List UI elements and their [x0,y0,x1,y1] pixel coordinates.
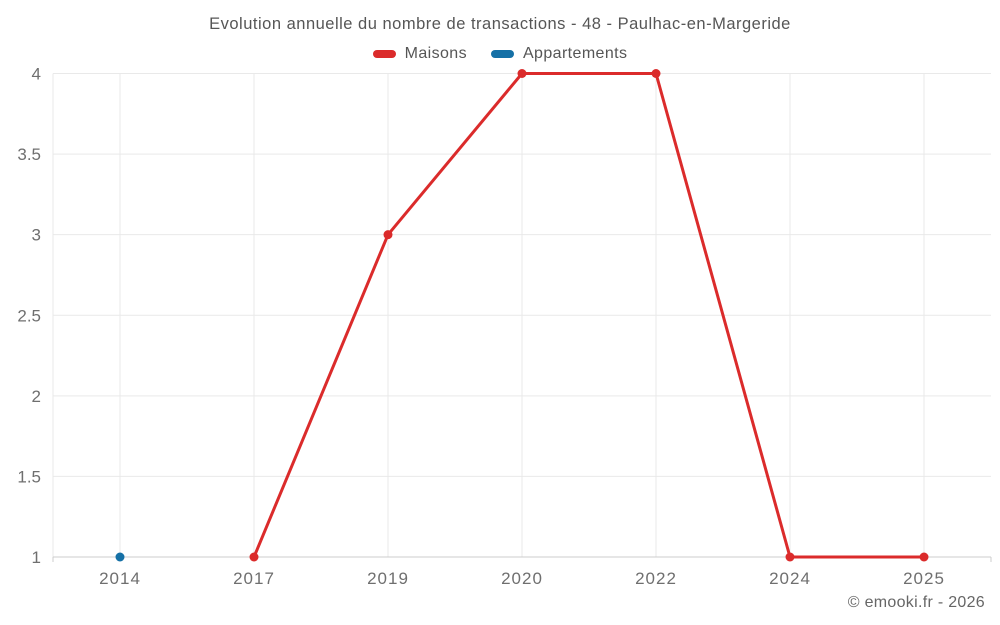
x-axis-tick-label: 2025 [903,569,945,588]
data-point-maisons[interactable] [249,552,259,562]
x-axis-tick-label: 2024 [769,569,811,588]
data-point-maisons[interactable] [919,552,929,562]
x-axis-tick-label: 2022 [635,569,677,588]
y-axis-tick-label: 4 [32,65,41,84]
legend-label-appartements: Appartements [522,45,628,62]
x-axis-tick-label: 2019 [367,569,409,588]
x-axis-tick-label: 2020 [501,569,543,588]
chart-title: Evolution annuelle du nombre de transact… [209,15,791,33]
data-point-maisons[interactable] [651,69,661,78]
legend: Maisons Appartements [0,45,1000,63]
appartements-legend-swatch-icon [490,50,514,58]
x-axis-tick-label: 2017 [233,569,275,588]
data-point-maisons[interactable] [383,230,393,240]
legend-item-appartements[interactable]: Appartements [490,45,628,63]
y-axis-tick-label: 3.5 [17,145,41,164]
copyright-text: © emooki.fr - 2026 [847,594,985,611]
maisons-legend-swatch-icon [372,50,396,58]
data-point-maisons[interactable] [785,552,795,562]
legend-item-maisons[interactable]: Maisons [372,45,467,63]
data-point-maisons[interactable] [517,69,527,78]
y-axis-tick-label: 2 [32,387,41,406]
data-point-appartements[interactable] [115,552,125,562]
y-axis-tick-label: 1 [32,548,41,567]
y-axis-tick-label: 3 [32,226,41,245]
y-axis-tick-label: 1.5 [17,467,41,486]
legend-label-maisons: Maisons [404,45,467,62]
x-axis-tick-label: 2014 [99,569,141,588]
series-line-maisons [252,72,926,559]
y-axis-tick-label: 2.5 [17,306,41,325]
